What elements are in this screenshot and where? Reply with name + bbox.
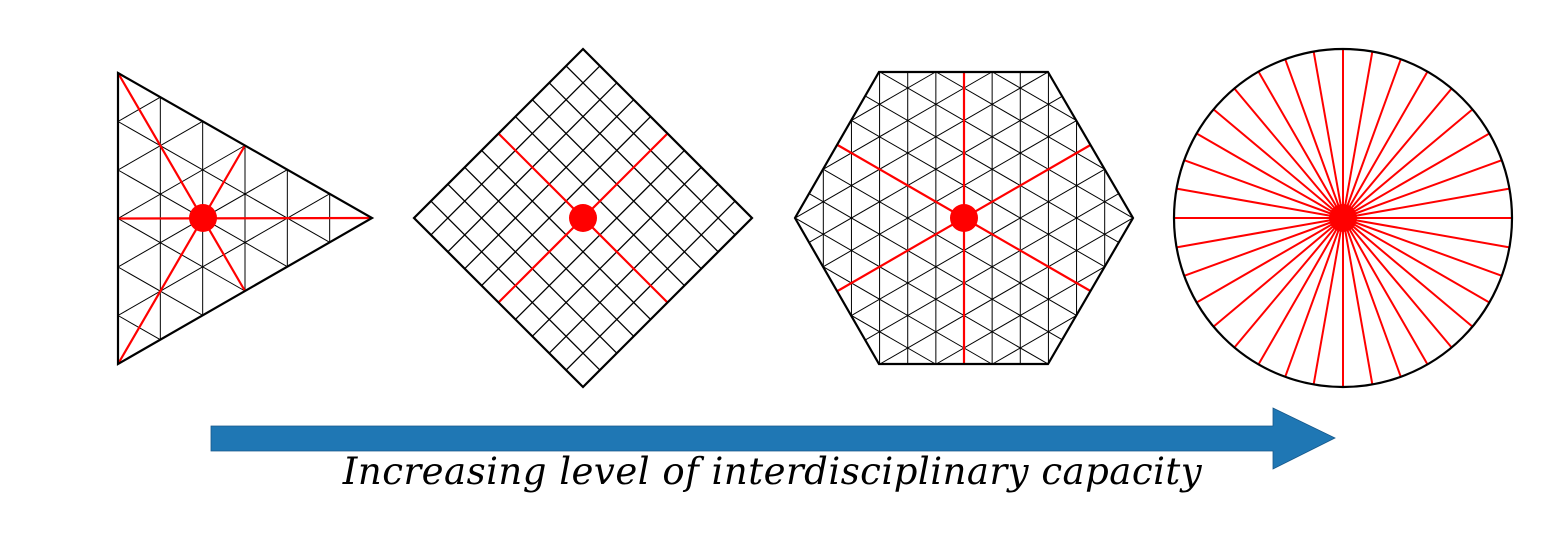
circle-red-spokes [1174, 49, 1512, 387]
circle-red-spoke [1233, 217, 1344, 349]
circle-red-spoke [1342, 108, 1474, 219]
circle-red-spoke [1196, 132, 1344, 219]
circle-red-spoke [1342, 71, 1429, 219]
circle-center-dot [1329, 204, 1357, 232]
triangle-red-axes [117, 72, 373, 365]
hexagon-grid-line [850, 119, 1105, 268]
hexagon-grid-line [822, 120, 1077, 268]
circle-red-spoke [1212, 217, 1344, 328]
diagram-caption: Increasing level of interdisciplinary ca… [342, 450, 1203, 493]
hexagon-grid-line [864, 95, 1120, 243]
triangle-red-axis [117, 216, 373, 220]
circle-red-spoke [1257, 71, 1344, 219]
circle-red-spoke [1284, 217, 1344, 378]
circle-red-spoke [1342, 217, 1429, 365]
triangle-center-dot [189, 204, 217, 232]
hexagon-grid-line [822, 168, 1077, 316]
circle-red-spoke [1342, 58, 1402, 219]
hexagon-shape [793, 70, 1135, 366]
circle-red-spoke [1342, 217, 1510, 249]
circle-shape [1172, 47, 1514, 389]
hexagon-grid-line [850, 314, 936, 365]
hexagon-grid-line [992, 315, 1077, 365]
circle-red-spoke [1284, 58, 1344, 219]
hexagon-grid-line [850, 71, 936, 122]
circle-red-spoke [1176, 217, 1344, 249]
hexagon-grid-line [794, 71, 1049, 219]
hexagon-grid-line [794, 217, 1049, 365]
hexagon-grid-line [992, 71, 1077, 121]
circle-red-spoke [1342, 51, 1374, 219]
hexagon-center-dot [950, 204, 978, 232]
hexagon-grid-line [808, 193, 1063, 341]
circle-red-spoke [1196, 217, 1344, 304]
circle-red-spoke [1312, 217, 1344, 385]
circle-red-spoke [1342, 87, 1453, 219]
circle-red-spoke [1342, 217, 1453, 349]
circle-red-spoke [1183, 217, 1344, 277]
circle-red-spoke [1257, 217, 1344, 365]
hexagon-outline [793, 70, 1135, 366]
square-shape [412, 47, 754, 389]
circle-red-spoke [1312, 51, 1344, 219]
circle-red-spoke [1342, 159, 1503, 219]
circle-red-spoke [1176, 187, 1344, 219]
circle-red-spoke [1183, 159, 1344, 219]
hexagon-grid-line [879, 217, 1134, 365]
triangle-red-axis [117, 144, 246, 365]
circle-red-spoke [1342, 217, 1374, 385]
progress-arrow [210, 407, 1336, 470]
circle-red-spoke [1233, 87, 1344, 219]
square-center-dot [569, 204, 597, 232]
square-outline [412, 47, 754, 389]
triangle-outline [116, 71, 375, 366]
hexagon-grid-line [850, 168, 1105, 317]
circle-red-spoke [1342, 217, 1402, 378]
circle-red-spoke [1342, 187, 1510, 219]
triangle-shape [116, 71, 375, 366]
circle-outline [1172, 47, 1514, 389]
circle-red-spoke [1342, 217, 1474, 328]
circle-red-spoke [1212, 108, 1344, 219]
circle-red-spoke [1342, 132, 1490, 219]
hexagon-grid-line [879, 71, 1134, 219]
circle-red-spoke [1342, 217, 1490, 304]
triangle-red-axis [117, 72, 246, 292]
circle-red-spoke [1342, 217, 1503, 277]
